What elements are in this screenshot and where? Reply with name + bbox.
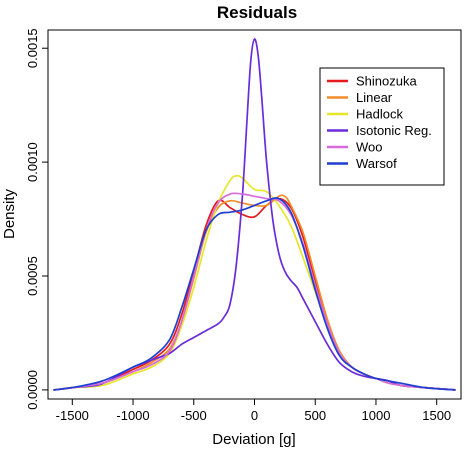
y-tick-label: 0.0010 xyxy=(25,142,40,182)
series-line-warsof xyxy=(53,197,456,391)
legend-box xyxy=(319,67,445,186)
x-tick-label: -1500 xyxy=(56,408,89,423)
series-layer xyxy=(53,38,456,391)
series-line-hadlock xyxy=(53,174,456,391)
x-axis-label: Deviation [g] xyxy=(212,431,295,448)
legend-label-isotonic-reg: Isotonic Reg. xyxy=(356,123,432,138)
series-line-linear xyxy=(53,194,456,391)
series-line-woo xyxy=(53,192,456,391)
x-tick-label: 1000 xyxy=(362,408,391,423)
y-tick-label: 0.0015 xyxy=(25,28,40,68)
x-tick-label: -500 xyxy=(181,408,207,423)
legend-label-warsof: Warsof xyxy=(356,156,397,171)
x-tick-label: 500 xyxy=(304,408,326,423)
y-tick-label: 0.0000 xyxy=(25,370,40,410)
y-tick-label: 0.0005 xyxy=(25,256,40,296)
legend-label-hadlock: Hadlock xyxy=(356,107,403,122)
chart-title: Residuals xyxy=(217,3,297,22)
x-tick-label: -1000 xyxy=(116,408,149,423)
series-line-isotonic-reg xyxy=(53,38,456,391)
x-tick-label: 0 xyxy=(251,408,258,423)
x-axis: -1500 -1000 -500 0 500 1000 1500 xyxy=(56,399,451,423)
y-axis: 0.0000 0.0005 0.0010 0.0015 xyxy=(25,28,48,410)
x-tick-label: 1500 xyxy=(422,408,451,423)
legend-label-woo: Woo xyxy=(356,140,383,155)
series-line-shinozuka xyxy=(53,197,456,391)
legend-label-shinozuka: Shinozuka xyxy=(356,74,417,89)
y-axis-label: Density xyxy=(1,188,18,239)
legend-label-linear: Linear xyxy=(356,90,393,105)
